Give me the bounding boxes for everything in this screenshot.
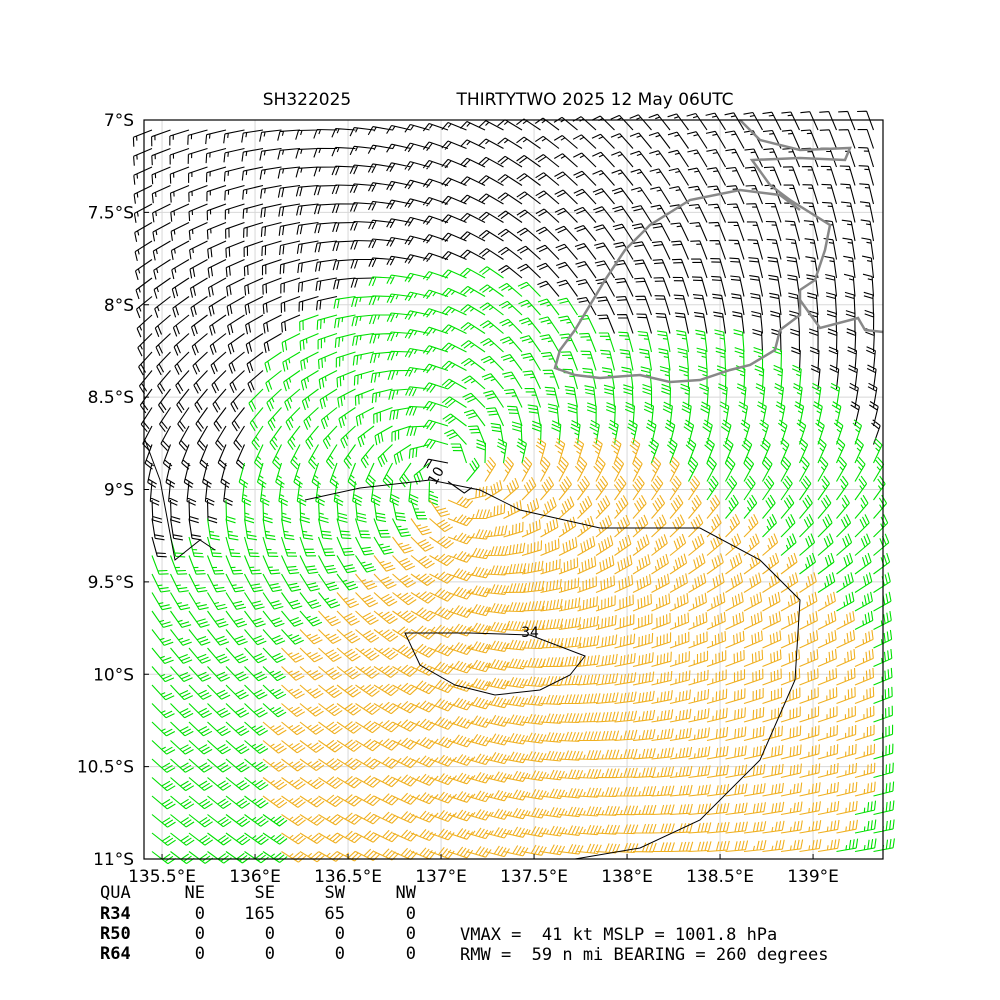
x-tick-label: 139°E [787,867,839,887]
y-tick-label: 10.5°S [77,758,134,778]
table-cell: 0 [335,924,345,944]
wind-barbs [262,437,876,863]
y-tick-label: 9°S [104,481,134,501]
y-tick-label: 10°S [93,665,134,685]
table-cell: 0 [406,924,416,944]
title-left: SH322025 [263,90,351,110]
wind-field [132,110,895,865]
y-tick-label: 9.5°S [88,573,134,593]
table-cell: 65 [325,904,345,924]
table-header: SE [255,883,275,903]
y-tick-label: 11°S [93,850,134,870]
x-tick-label: 136°E [229,867,281,887]
y-tick-label: 7°S [104,111,134,131]
table-cell: R64 [100,944,131,964]
table-cell: 165 [244,904,275,924]
table-cell: 0 [265,944,275,964]
table-header: NW [396,883,417,903]
coastline [553,119,852,384]
table-header: QUA [100,883,131,903]
contour-34 [404,632,586,696]
table-cell: 0 [335,944,345,964]
contour-outer [304,479,801,860]
summary-line: RMW = 59 n mi BEARING = 260 degrees [460,945,828,965]
contours [144,439,801,860]
coastlines [553,119,884,384]
contour-label: 10 [425,464,448,487]
x-tick-label: 136.5°E [314,867,382,887]
table-cell: 0 [195,944,205,964]
table-header: NE [185,883,205,903]
axes: 135.5°E 136°E 136.5°E 137°E 137.5°E 138°E 138.… [77,111,839,887]
y-tick-label: 8.5°S [88,388,134,408]
summary-line: VMAX = 41 kt MSLP = 1001.8 hPa [460,925,777,945]
x-tick-label: 138.5°E [686,867,754,887]
y-tick-label: 7.5°S [88,203,134,223]
table-cell: 0 [265,924,275,944]
table-header: SW [325,883,346,903]
border [798,299,884,334]
x-tick-label: 137.5°E [500,867,568,887]
table-cell: 0 [195,904,205,924]
table-cell: 0 [406,944,416,964]
table-cell: R34 [100,904,131,924]
table-cell: R50 [100,924,131,944]
wind-barbs [132,110,881,558]
title-right: THIRTYTWO 2025 12 May 06UTC [455,90,733,110]
x-tick-label: 137°E [415,867,467,887]
contour-label: 34 [521,625,539,641]
table-cell: 0 [406,904,416,924]
x-tick-label: 135.5°E [128,867,196,887]
contour-west [144,439,216,561]
x-tick-label: 138°E [601,867,653,887]
table-cell: 0 [195,924,205,944]
wind-barbs [151,266,895,865]
y-tick-label: 8°S [104,296,134,316]
